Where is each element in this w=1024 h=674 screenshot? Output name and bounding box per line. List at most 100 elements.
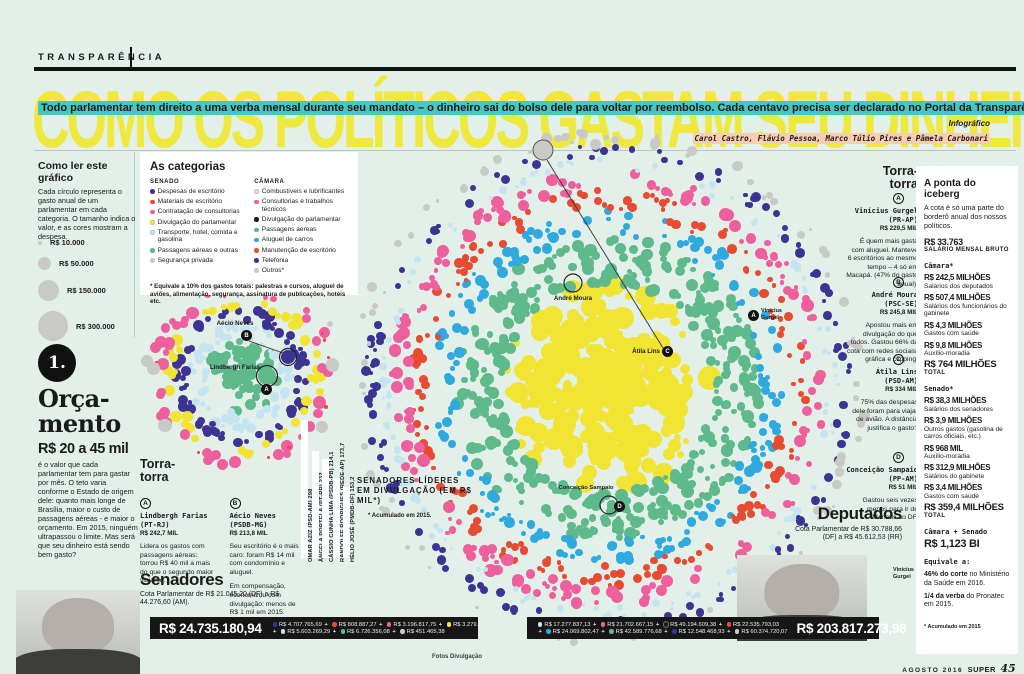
bubble (560, 132, 570, 142)
bubble (783, 261, 789, 267)
category-label: Outros* (261, 266, 285, 274)
bubble (712, 415, 718, 422)
bubble (657, 396, 665, 404)
bubble (212, 426, 218, 432)
bubble (709, 180, 717, 188)
bubble (252, 393, 260, 402)
bubble (820, 497, 826, 503)
bubble (456, 471, 462, 476)
breakdown-color-dot (546, 629, 551, 634)
bubble (272, 448, 284, 461)
bubble (541, 568, 546, 573)
bubble (801, 395, 810, 405)
bubble (832, 419, 842, 428)
bubble (490, 511, 496, 516)
bubble (811, 268, 821, 278)
bubble (403, 356, 415, 368)
bubble (150, 342, 162, 354)
bubble (208, 426, 215, 433)
bubble (648, 370, 673, 395)
bubble (562, 379, 573, 390)
bubble (483, 348, 492, 356)
breakdown-color-dot (663, 622, 669, 627)
salary-label: SALÁRIO MENSAL BRUTO (924, 247, 1009, 254)
bubble (258, 341, 264, 347)
bubble (435, 340, 444, 350)
bubble (366, 334, 375, 343)
bubble (518, 199, 530, 212)
bubble (605, 441, 620, 457)
bubble (765, 439, 773, 447)
bubble (170, 410, 182, 423)
bubble (205, 355, 217, 366)
bubble (257, 309, 268, 319)
iceberg-item-value: R$ 3,9 MILHÕES (924, 416, 983, 426)
bubble (283, 450, 291, 459)
bubble (664, 612, 673, 621)
bubble (786, 544, 795, 552)
bubble (444, 530, 450, 536)
bubble (367, 389, 377, 398)
bubble (802, 351, 812, 360)
bubble (702, 491, 712, 501)
bubble (496, 293, 509, 307)
bubble (648, 582, 656, 590)
iceberg-camara-total: R$ 764 MILHÕES TOTAL (924, 359, 997, 376)
bubble (502, 445, 514, 456)
bubble (187, 361, 193, 367)
bubble (164, 340, 174, 350)
bubble (182, 385, 187, 390)
bubble (801, 432, 808, 438)
bubble (577, 128, 589, 140)
bubble (475, 567, 482, 573)
bubble (831, 505, 835, 508)
bubble (436, 223, 441, 229)
bubble (826, 350, 832, 356)
bubble (520, 599, 526, 604)
bubble (507, 440, 518, 451)
bubble (687, 235, 697, 244)
bubble (544, 583, 551, 590)
header-rule (34, 67, 1016, 71)
bubble (657, 564, 667, 575)
bubble (705, 356, 716, 367)
bubble (839, 297, 850, 308)
category-item: Combustíveis e lubrificantes (254, 188, 348, 196)
bubble (807, 315, 813, 321)
bubble (401, 462, 410, 471)
bubble (660, 579, 665, 584)
bubble (520, 179, 527, 187)
bubble (211, 427, 220, 437)
bubble (313, 349, 322, 359)
bubble (439, 546, 446, 553)
bubble (585, 530, 594, 539)
bubble (772, 343, 783, 353)
bubble (729, 196, 734, 201)
bubble (380, 439, 388, 446)
bubble (780, 234, 789, 243)
bubble (666, 536, 672, 542)
category-color-dot (254, 258, 259, 263)
bubble (486, 439, 497, 450)
bubble (385, 404, 392, 410)
bubble (769, 252, 778, 261)
bubble (218, 330, 224, 336)
bubble (264, 433, 275, 443)
breakdown-value: R$ 21.702.667,15 (607, 621, 654, 628)
bubble (280, 311, 292, 322)
category-color-dot (254, 227, 259, 233)
bubble (589, 525, 596, 531)
bubble (530, 429, 543, 443)
bubble (365, 470, 376, 480)
torra-senado: Torra-torra A Lindbergh Farias (PT-RJ) R$… (140, 458, 305, 618)
bubble (201, 378, 207, 383)
bubble (511, 280, 519, 288)
bubble (205, 405, 211, 412)
bubble (798, 551, 803, 556)
bubble (733, 476, 743, 485)
iceberg-item-desc: Outros gastos (gasolina de carros oficia… (924, 425, 1003, 441)
bubble (741, 542, 752, 553)
iceberg-item-desc: Gastos com saúde (924, 330, 979, 338)
bubble (801, 295, 810, 304)
